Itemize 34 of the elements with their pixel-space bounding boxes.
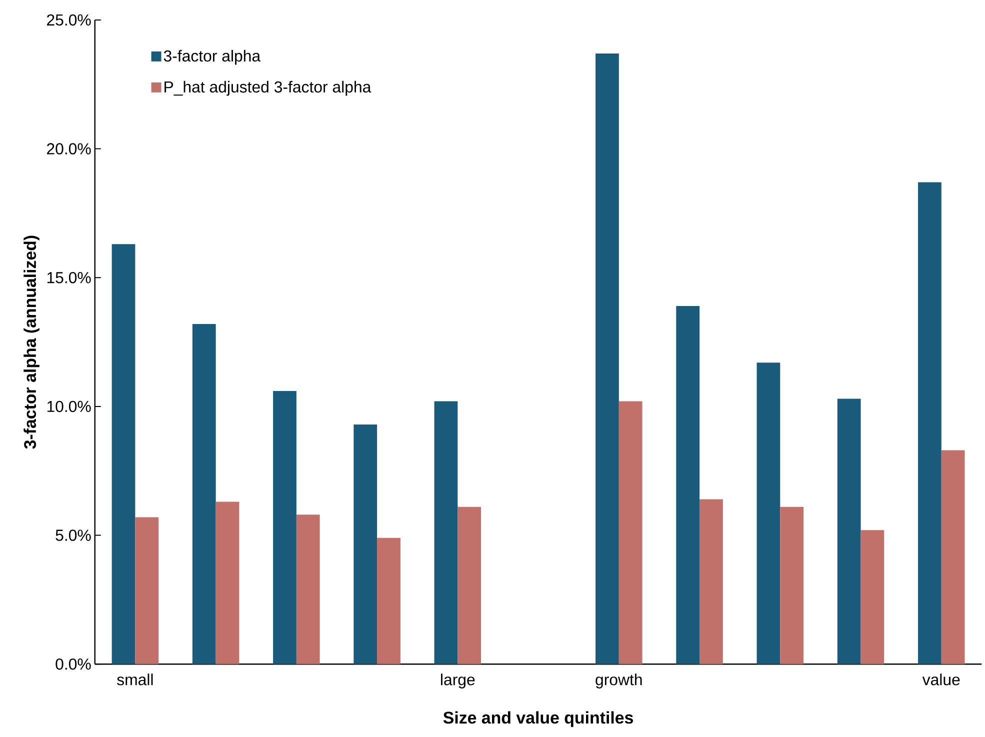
bar: [377, 538, 400, 664]
bar: [192, 324, 216, 664]
legend-label: P_hat adjusted 3-factor alpha: [164, 80, 372, 96]
x-tick-label: small: [117, 674, 153, 686]
bar: [458, 506, 482, 664]
bar: [860, 530, 884, 664]
bar: [112, 244, 136, 664]
bar: [837, 398, 861, 664]
bar: [135, 517, 159, 664]
bar: [780, 506, 804, 664]
bar: [596, 53, 619, 664]
y-tick-label: 15.0%: [47, 272, 91, 284]
bar: [918, 182, 942, 664]
x-axis-title: Size and value quintiles: [443, 711, 633, 728]
y-tick-label: 25.0%: [47, 14, 91, 26]
bar: [216, 502, 240, 664]
bar: [434, 401, 458, 664]
y-axis-title: 3-factor alpha (annualized): [24, 236, 40, 449]
bar: [618, 401, 642, 664]
x-tick-label: value: [922, 674, 960, 686]
bar: [756, 362, 780, 664]
bar: [700, 499, 723, 664]
y-tick-label: 20.0%: [47, 143, 91, 154]
x-tick-label: growth: [596, 674, 642, 688]
legend-label: 3-factor alpha: [164, 50, 261, 65]
bar: [296, 514, 320, 664]
bar: [273, 390, 296, 664]
y-tick-label: 10.0%: [47, 400, 91, 412]
y-tick-label: 5.0%: [56, 530, 91, 541]
bar: [354, 424, 378, 664]
bar: [941, 450, 965, 664]
bar: [676, 306, 700, 664]
x-tick-label: large: [441, 674, 475, 688]
y-tick-label: 0.0%: [56, 658, 91, 670]
